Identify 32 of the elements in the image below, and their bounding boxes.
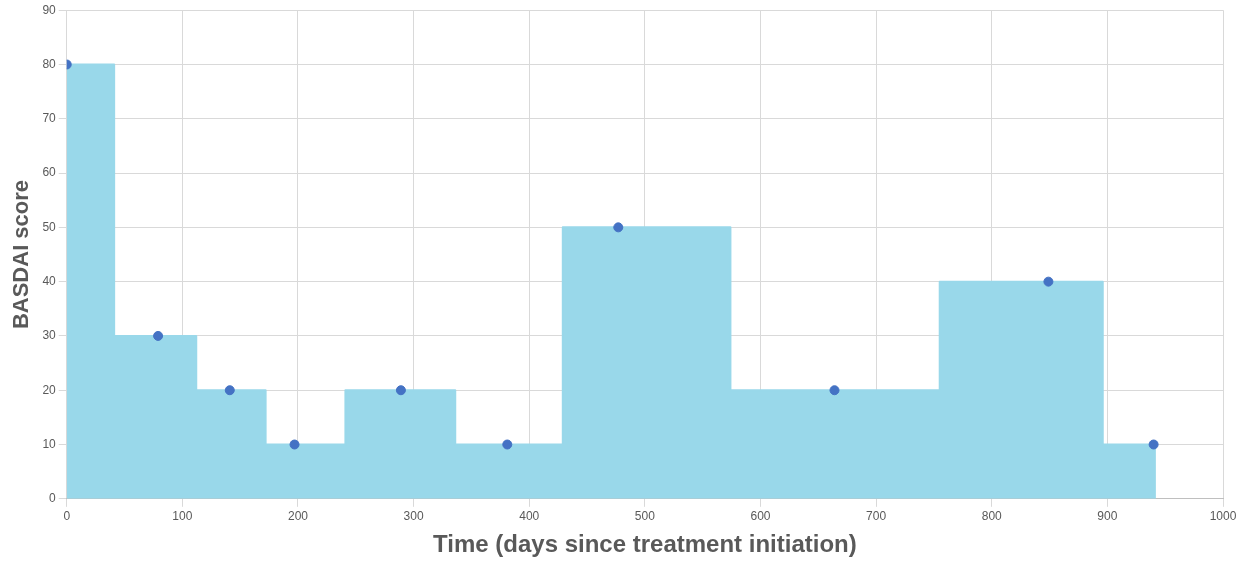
x-axis-title: Time (days since treatment initiation)	[433, 530, 857, 558]
point	[502, 439, 513, 450]
x-tick-label: 0	[63, 509, 71, 524]
x-tick-label: 400	[519, 509, 540, 524]
y-axis-title: BASDAI score	[8, 179, 34, 330]
point	[224, 385, 235, 396]
point	[153, 330, 164, 341]
y-tick-label: 10	[42, 436, 57, 451]
point	[289, 439, 300, 450]
point	[1043, 276, 1054, 287]
point	[829, 385, 840, 396]
x-tick-label: 1000	[1209, 509, 1237, 524]
point	[613, 222, 624, 233]
x-tick-label: 700	[866, 509, 887, 524]
x-tick-label: 900	[1097, 509, 1118, 524]
point	[395, 385, 406, 396]
point	[1148, 439, 1159, 450]
x-tick-label: 300	[403, 509, 424, 524]
x-tick-label: 800	[981, 509, 1003, 524]
y-tick-label: 60	[42, 165, 57, 180]
x-tick-label: 500	[634, 509, 656, 524]
y-tick-label: 20	[42, 382, 57, 397]
y-tick-label: 90	[42, 2, 57, 17]
y-tick-label: 70	[42, 111, 57, 126]
x-tick-label: 600	[750, 509, 771, 524]
y-tick-label: 0	[49, 491, 57, 506]
y-tick-label: 80	[42, 56, 57, 71]
y-tick-label: 30	[42, 328, 57, 343]
y-tick-label: 40	[42, 273, 57, 288]
x-tick-label: 100	[172, 509, 193, 524]
y-tick-label: 50	[42, 219, 57, 234]
x-tick-label: 200	[287, 509, 309, 524]
